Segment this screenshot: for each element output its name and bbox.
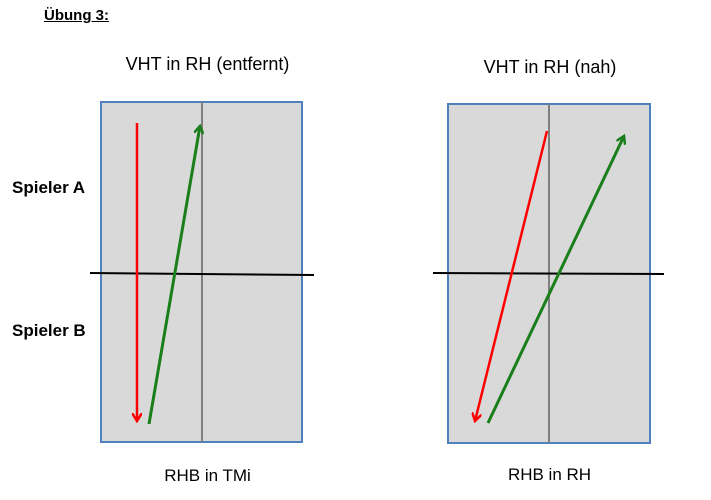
- panel-1-title: VHT in RH (entfernt): [125, 54, 290, 74]
- court-1-net: [89, 272, 315, 276]
- panel-2-title: VHT in RH (nah): [483, 57, 617, 77]
- court-2-red-shot-arrow: [475, 130, 549, 421]
- panel-1-caption: RHB in TMi: [164, 466, 251, 485]
- exercise-heading: Übung 3:: [44, 7, 109, 24]
- player-a-label: Spieler A: [12, 178, 86, 197]
- court-1-green-shot-arrow: [147, 126, 200, 425]
- court-2-net: [432, 272, 665, 275]
- court-2: [432, 103, 665, 444]
- player-b-label: Spieler B: [12, 321, 86, 340]
- panel-2-caption: RHB in RH: [507, 465, 592, 484]
- court-1: [89, 101, 315, 443]
- court-2-green-shot-arrow: [486, 136, 624, 424]
